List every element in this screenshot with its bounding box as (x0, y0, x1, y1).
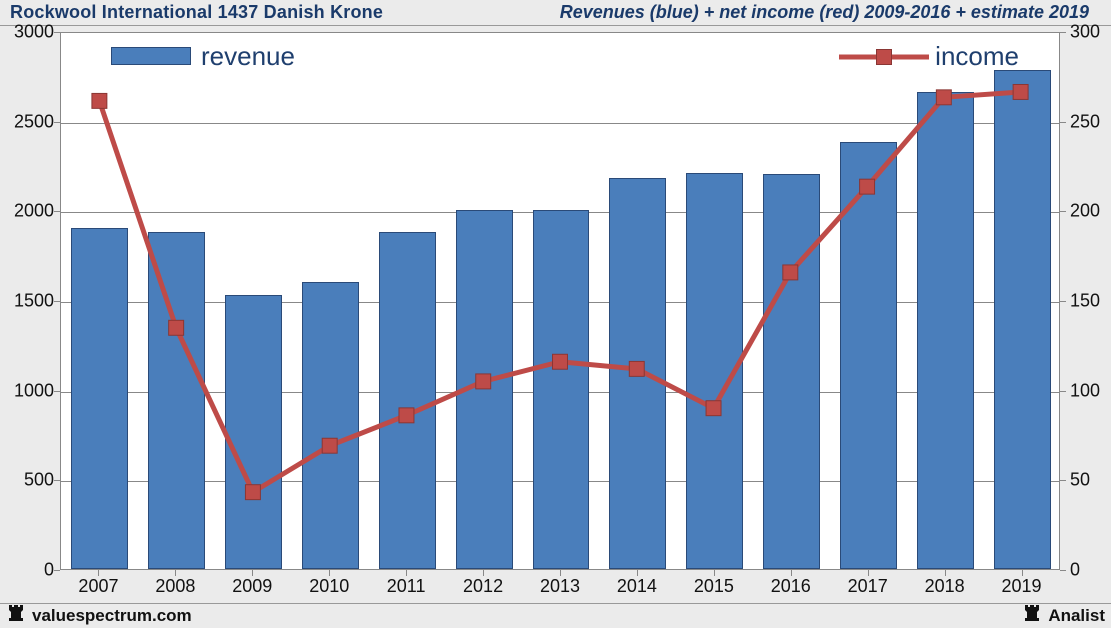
y-tick-right: 100 (1070, 380, 1111, 401)
tick-mark (329, 570, 330, 576)
x-tick: 2011 (387, 576, 426, 597)
tick-mark (945, 570, 946, 576)
chart-title-right: Revenues (blue) + net income (red) 2009-… (560, 2, 1089, 23)
x-tick: 2016 (771, 576, 811, 597)
x-tick: 2007 (78, 576, 118, 597)
revenue-bar (763, 174, 820, 569)
chart-footer: valuespectrum.com Analist (0, 603, 1111, 627)
tick-mark (1060, 122, 1066, 123)
revenue-bar (302, 282, 359, 569)
x-tick: 2008 (155, 576, 195, 597)
revenue-bar (917, 92, 974, 569)
footer-left-text: valuespectrum.com (32, 606, 192, 626)
revenue-bar (148, 232, 205, 569)
legend-revenue-swatch (111, 47, 191, 65)
tick-mark (54, 301, 60, 302)
x-tick: 2012 (463, 576, 503, 597)
x-tick: 2009 (232, 576, 272, 597)
revenue-bar (71, 228, 128, 569)
tick-mark (868, 570, 869, 576)
revenue-bar (533, 210, 590, 569)
x-tick: 2010 (309, 576, 349, 597)
tick-mark (1060, 480, 1066, 481)
y-tick-right: 50 (1070, 470, 1111, 491)
tick-mark (1060, 32, 1066, 33)
y-tick-left: 2500 (4, 111, 54, 132)
tick-mark (175, 570, 176, 576)
tick-mark (1022, 570, 1023, 576)
tick-mark (54, 480, 60, 481)
legend-income-label: income (935, 41, 1019, 72)
y-tick-left: 500 (4, 470, 54, 491)
plot-area: revenue income (60, 32, 1060, 570)
tick-mark (54, 570, 60, 571)
revenue-bar (686, 173, 743, 569)
revenue-bar (456, 210, 513, 569)
chart-title-left: Rockwool International 1437 Danish Krone (10, 2, 383, 23)
gridline (61, 123, 1059, 124)
rook-icon (6, 603, 26, 628)
tick-mark (1060, 570, 1066, 571)
tick-mark (54, 391, 60, 392)
y-tick-left: 3000 (4, 22, 54, 43)
revenue-bar (609, 178, 666, 569)
x-tick: 2017 (848, 576, 888, 597)
tick-mark (637, 570, 638, 576)
y-tick-left: 0 (4, 560, 54, 581)
tick-mark (98, 570, 99, 576)
tick-mark (560, 570, 561, 576)
footer-right-text: Analist (1048, 606, 1105, 626)
tick-mark (714, 570, 715, 576)
revenue-bar (379, 232, 436, 569)
y-tick-left: 1000 (4, 380, 54, 401)
rook-icon (1022, 603, 1042, 628)
y-tick-right: 300 (1070, 22, 1111, 43)
y-tick-right: 250 (1070, 111, 1111, 132)
y-tick-left: 2000 (4, 201, 54, 222)
y-tick-right: 0 (1070, 560, 1111, 581)
y-tick-right: 150 (1070, 291, 1111, 312)
tick-mark (406, 570, 407, 576)
tick-mark (252, 570, 253, 576)
x-tick: 2018 (925, 576, 965, 597)
x-tick: 2015 (694, 576, 734, 597)
y-tick-right: 200 (1070, 201, 1111, 222)
legend-income-swatch (839, 45, 929, 69)
x-tick: 2013 (540, 576, 580, 597)
revenue-bar (225, 295, 282, 569)
revenue-bar (994, 70, 1051, 569)
tick-mark (1060, 301, 1066, 302)
x-tick: 2019 (1002, 576, 1042, 597)
tick-mark (1060, 211, 1066, 212)
tick-mark (54, 32, 60, 33)
legend-revenue-label: revenue (201, 41, 295, 72)
revenue-bar (840, 142, 897, 569)
tick-mark (791, 570, 792, 576)
tick-mark (483, 570, 484, 576)
tick-mark (54, 211, 60, 212)
tick-mark (54, 122, 60, 123)
income-marker (92, 93, 107, 108)
tick-mark (1060, 391, 1066, 392)
x-tick: 2014 (617, 576, 657, 597)
y-tick-left: 1500 (4, 291, 54, 312)
chart-header: Rockwool International 1437 Danish Krone… (0, 0, 1111, 26)
footer-left: valuespectrum.com (6, 603, 192, 628)
footer-right: Analist (1022, 603, 1105, 628)
